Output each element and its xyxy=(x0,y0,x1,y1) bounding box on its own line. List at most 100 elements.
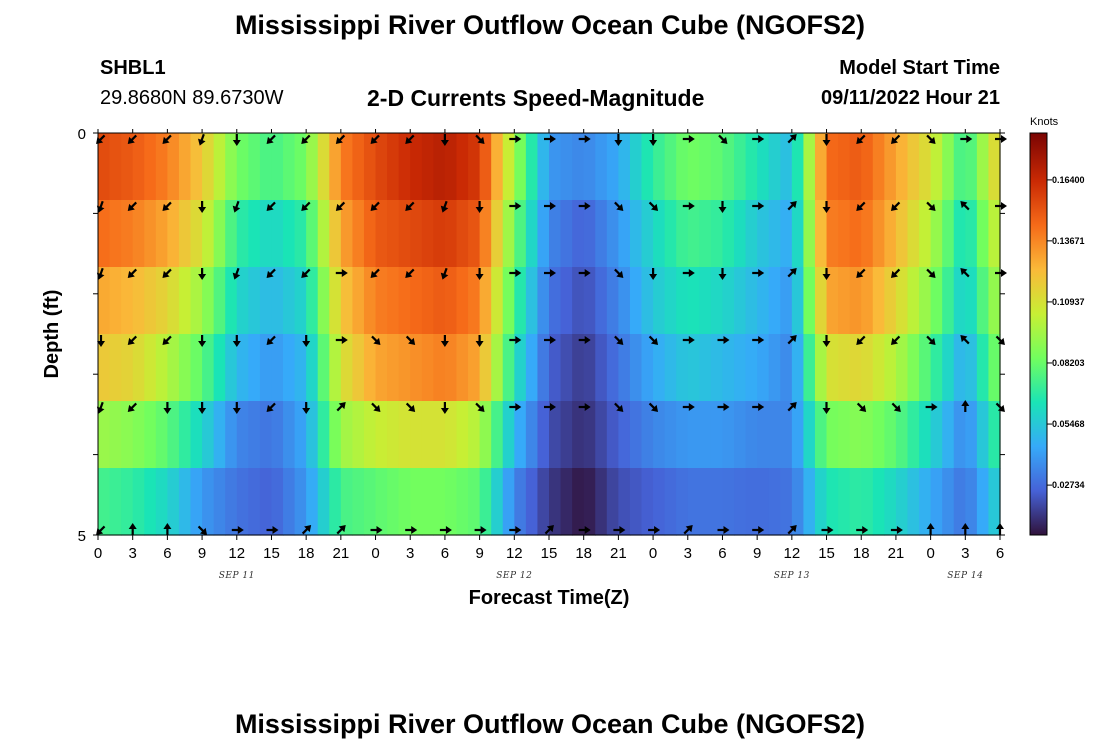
heatmap-cell xyxy=(572,334,585,402)
heatmap-cell xyxy=(919,401,932,469)
heatmap-cell xyxy=(456,468,469,536)
heatmap-cell xyxy=(780,200,793,268)
heatmap-cell xyxy=(444,401,458,469)
heatmap-cell xyxy=(930,133,943,201)
heatmap-cell xyxy=(976,401,990,469)
current-arrow xyxy=(718,268,727,280)
heatmap-cell xyxy=(363,267,377,335)
heatmap-cell xyxy=(861,200,874,268)
current-arrow xyxy=(266,526,279,534)
current-arrow xyxy=(578,336,591,344)
current-arrow xyxy=(822,335,831,347)
current-arrow xyxy=(544,269,556,277)
x-tick-label: 15 xyxy=(818,545,835,562)
heatmap-cell xyxy=(433,401,446,469)
heatmap-cell xyxy=(421,468,434,536)
heatmap-cell xyxy=(722,267,735,335)
heatmap-cell xyxy=(930,401,943,469)
heatmap-cell xyxy=(953,334,966,402)
x-tick-label: 6 xyxy=(441,545,449,562)
current-arrow xyxy=(475,268,484,280)
heatmap-cell xyxy=(826,133,839,201)
heatmap-cell xyxy=(745,267,758,335)
x-tick-label: 21 xyxy=(610,545,627,562)
current-arrow xyxy=(335,336,348,344)
heatmap-cell xyxy=(283,267,296,335)
colorbar-label: 0.08203 xyxy=(1052,358,1085,368)
x-tick-label: 18 xyxy=(575,545,592,562)
current-arrow xyxy=(856,335,866,345)
heatmap-cell xyxy=(410,401,423,469)
current-arrows xyxy=(96,133,1007,535)
heatmap-cell xyxy=(236,200,249,268)
heatmap-cell xyxy=(814,267,828,335)
current-arrow xyxy=(926,201,936,211)
current-arrow xyxy=(232,267,241,280)
x-tick-label: 6 xyxy=(718,545,726,562)
current-arrow xyxy=(614,335,624,345)
current-arrow xyxy=(475,335,484,347)
heatmap-cell xyxy=(352,334,365,402)
heatmap-cell xyxy=(502,133,515,201)
heatmap-cell xyxy=(965,334,978,402)
date-label: SEP 13 xyxy=(774,571,810,581)
heatmap-cell xyxy=(178,334,192,402)
heatmap-cell xyxy=(259,133,273,201)
heatmap-cell xyxy=(352,401,365,469)
heatmap-cell xyxy=(676,334,689,402)
heatmap-cell xyxy=(710,401,724,469)
heatmap-cell xyxy=(421,200,434,268)
heatmap-cell xyxy=(664,401,677,469)
heatmap-cell xyxy=(144,200,157,268)
current-arrow xyxy=(649,268,658,280)
heatmap-cell xyxy=(155,334,168,402)
heatmap-cell xyxy=(155,267,168,335)
current-arrow xyxy=(648,402,659,412)
colorbar-gradient xyxy=(1029,132,1048,536)
current-arrow xyxy=(614,402,624,412)
heatmap-cell xyxy=(560,267,573,335)
heatmap-cell xyxy=(687,401,700,469)
current-arrow xyxy=(370,526,383,534)
heatmap-cell xyxy=(167,200,180,268)
heatmap-cell xyxy=(953,468,966,536)
heatmap-cell xyxy=(757,334,770,402)
x-tick-label: 18 xyxy=(853,545,870,562)
heatmap-cell xyxy=(121,133,134,201)
heatmap-cell xyxy=(317,267,330,335)
current-arrow xyxy=(439,526,452,534)
current-arrow xyxy=(162,201,172,211)
heatmap-cell xyxy=(653,468,666,536)
heatmap-cell xyxy=(433,468,446,536)
heatmap-cell xyxy=(121,401,134,469)
heatmap-cell xyxy=(421,401,434,469)
heatmap-cell xyxy=(317,133,330,201)
heatmap-cell xyxy=(895,267,909,335)
heatmap-cell xyxy=(595,334,608,402)
heatmap-cell xyxy=(838,133,851,201)
heatmap-cell xyxy=(895,133,909,201)
heatmap-cell xyxy=(352,267,365,335)
heatmap-cell xyxy=(98,468,111,536)
heatmap-cell xyxy=(190,401,203,469)
current-arrow xyxy=(127,268,138,278)
heatmap-cell xyxy=(537,133,550,201)
current-arrow xyxy=(648,201,659,211)
current-arrow xyxy=(961,400,970,412)
current-arrow xyxy=(682,202,695,210)
x-tick-label: 0 xyxy=(371,545,379,562)
heatmap-cell xyxy=(202,133,215,201)
heatmap-cell xyxy=(803,267,816,335)
heatmap-cell xyxy=(340,200,354,268)
heatmap-cell xyxy=(444,267,458,335)
heatmap-cell xyxy=(537,200,550,268)
heatmap-cell xyxy=(410,133,423,201)
heatmap-cell xyxy=(861,468,874,536)
heatmap-cell xyxy=(780,468,793,536)
heatmap-cell xyxy=(144,133,157,201)
current-arrow xyxy=(890,201,901,211)
heatmap-cell xyxy=(410,468,423,536)
heatmap-cell xyxy=(653,401,666,469)
heatmap-cell xyxy=(294,133,307,201)
